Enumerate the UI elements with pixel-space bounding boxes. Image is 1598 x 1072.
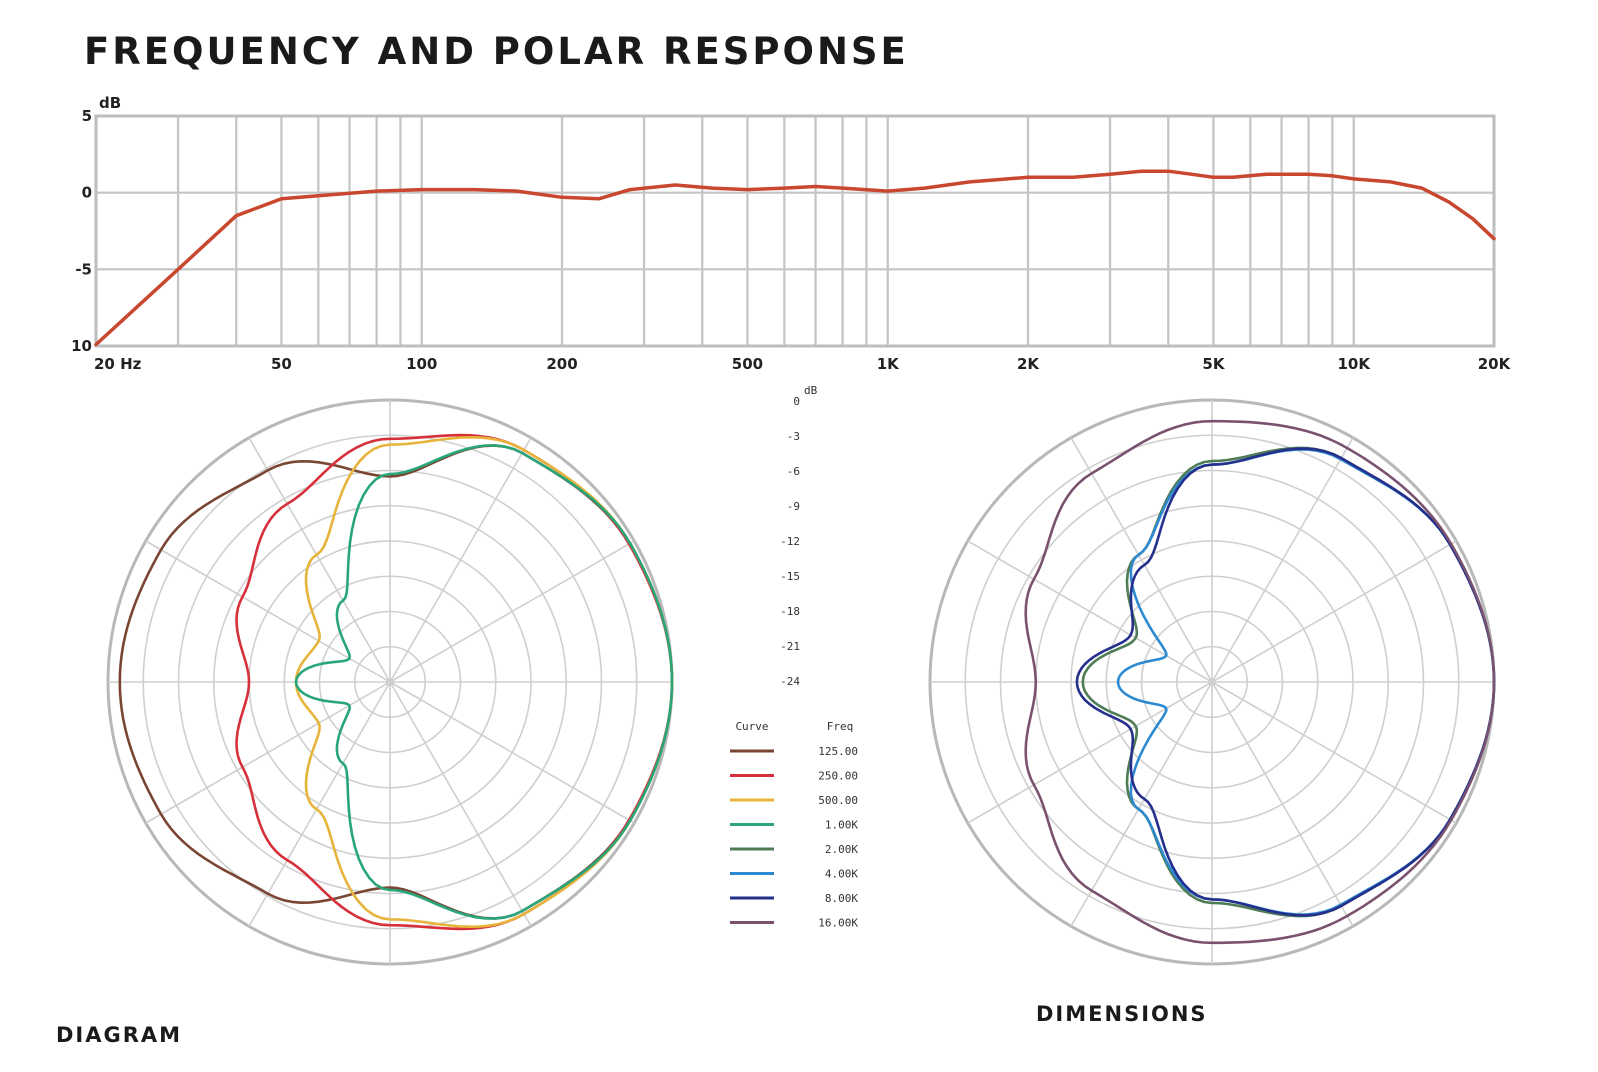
polar-spoke: [967, 540, 1213, 683]
db-scale-label: -9: [787, 500, 800, 513]
db-scale-label: -18: [780, 605, 800, 618]
legend-label: 16.00K: [818, 917, 858, 930]
polar-curve-16.00K: [1024, 419, 1496, 945]
polar-spoke: [967, 681, 1213, 824]
x-tick-label: 20K: [1478, 355, 1512, 373]
polar-curve-1.00K: [294, 444, 674, 920]
polar-spoke: [1070, 681, 1213, 927]
polar-spoke: [145, 540, 391, 683]
x-tick-label: 500: [732, 355, 763, 373]
polar-spoke: [389, 681, 532, 927]
diagram-label: DIAGRAM: [56, 1023, 183, 1047]
y-tick-label: 10: [71, 337, 92, 355]
polar-spoke: [1070, 437, 1213, 683]
x-tick-label: 50: [271, 355, 292, 373]
legend-label: 4.00K: [825, 868, 858, 881]
db-scale-unit: dB: [804, 384, 818, 397]
page-title: FREQUENCY AND POLAR RESPONSE: [84, 30, 909, 73]
db-scale-label: -15: [780, 570, 800, 583]
db-scale-label: -3: [787, 430, 800, 443]
x-tick-label: 2K: [1017, 355, 1040, 373]
x-tick-label: 20 Hz: [94, 355, 142, 373]
legend-label: 2.00K: [825, 843, 858, 856]
db-scale-label: -12: [780, 535, 800, 548]
x-tick-label: 10K: [1337, 355, 1371, 373]
polar-spoke: [145, 681, 391, 824]
polar-curve-8.00K: [1075, 447, 1496, 917]
polar-spoke: [1211, 681, 1457, 824]
frequency-response-line: [94, 169, 1496, 347]
x-tick-label: 5K: [1202, 355, 1225, 373]
polar-spoke: [389, 437, 532, 683]
polar-chart-high-frequencies: [928, 398, 1496, 966]
polar-chart-low-frequencies: [106, 398, 674, 966]
db-scale-label: 0: [793, 395, 800, 408]
polar-spoke: [248, 437, 391, 683]
legend-header-freq: Freq: [827, 720, 854, 733]
polar-center: [1208, 678, 1216, 686]
polar-spoke: [389, 540, 635, 683]
polar-spoke: [1211, 540, 1457, 683]
legend-label: 500.00: [818, 794, 858, 807]
y-axis-unit: dB: [99, 94, 121, 112]
y-tick-label: 5: [82, 107, 92, 125]
polar-spoke: [248, 681, 391, 927]
polar-spoke: [1211, 681, 1354, 927]
db-scale-label: -6: [787, 465, 800, 478]
y-tick-label: 0: [82, 184, 92, 202]
db-scale-label: -24: [780, 675, 800, 688]
y-tick-label: -5: [75, 260, 92, 278]
dimensions-label: DIMENSIONS: [1036, 1002, 1208, 1026]
x-tick-label: 100: [406, 355, 437, 373]
polar-center: [386, 678, 394, 686]
polar-spoke: [1211, 437, 1354, 683]
x-tick-label: 1K: [877, 355, 900, 373]
polar-spoke: [389, 681, 635, 824]
legend-label: 125.00: [818, 745, 858, 758]
plot-frame: [94, 114, 1496, 348]
legend-label: 1.00K: [825, 819, 858, 832]
legend-label: 8.00K: [825, 892, 858, 905]
db-scale-label: -21: [780, 640, 800, 653]
legend-header-curve: Curve: [735, 720, 768, 733]
legend-label: 250.00: [818, 770, 858, 783]
polar-legend: 0 -3 -6 -9 -12 -15 -18 -21 -24 dB Curve Freq 125.00 2…: [730, 384, 858, 930]
x-tick-label: 200: [546, 355, 577, 373]
